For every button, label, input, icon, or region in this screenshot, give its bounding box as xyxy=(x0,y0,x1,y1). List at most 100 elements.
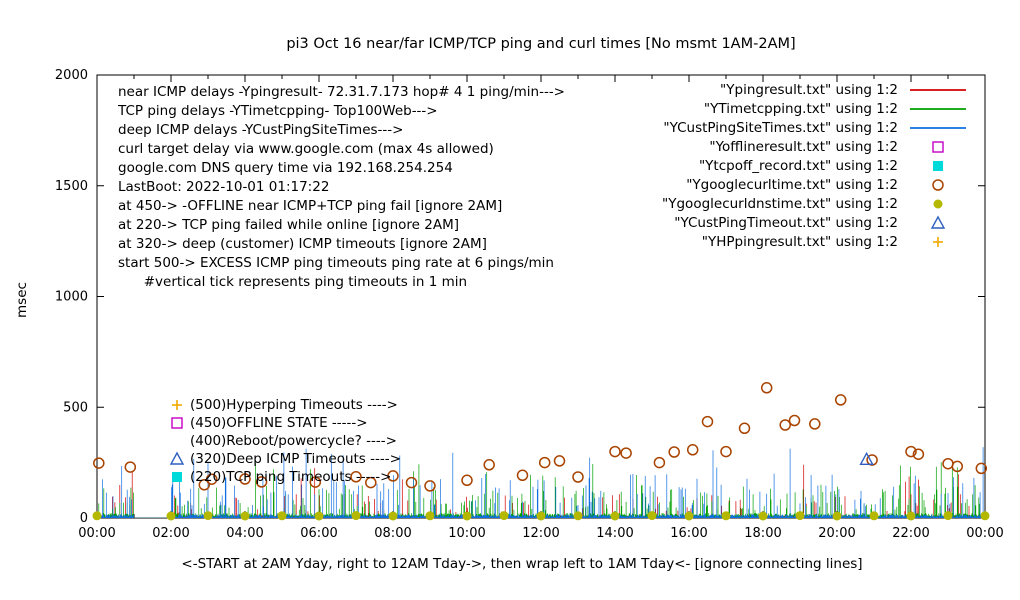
dns-time-point xyxy=(795,511,805,521)
level-annotation-label: (500)Hyperping Timeouts ----> xyxy=(190,397,398,413)
no-marker xyxy=(168,433,186,449)
curl-time-point xyxy=(951,460,964,473)
dns-time-point xyxy=(277,511,287,521)
curl-time-point xyxy=(255,476,268,488)
dns-time-point xyxy=(758,511,768,521)
legend-marker xyxy=(910,88,966,91)
dns-time-point xyxy=(92,511,102,521)
legend-marker xyxy=(910,126,966,129)
curl-time-point xyxy=(405,476,418,489)
dns-time-point xyxy=(647,511,657,521)
dns-time-point xyxy=(610,511,620,521)
legend-marker xyxy=(932,140,944,153)
curl-time-point xyxy=(809,418,821,430)
legend-marker xyxy=(933,236,943,247)
level-annotation: (500)Hyperping Timeouts ----> xyxy=(168,396,401,414)
info-line: #vertical tick represents ping timeouts … xyxy=(118,274,468,290)
curl-time-point xyxy=(538,456,551,469)
curl-time-point xyxy=(93,457,105,469)
dns-time-point xyxy=(240,511,250,521)
dns-time-point xyxy=(314,511,324,521)
open-circle-marker xyxy=(932,178,944,191)
curl-time-point xyxy=(553,455,566,467)
curl-time-point xyxy=(424,480,436,492)
curl-time-point xyxy=(309,476,322,488)
dns-time-point xyxy=(536,511,546,521)
ping-timeout-point xyxy=(859,451,874,466)
dns-time-point xyxy=(980,511,990,521)
dns-time-point xyxy=(943,511,953,521)
info-line: curl target delay via www.google.com (ma… xyxy=(118,141,494,157)
x-tick-label: 08:00 xyxy=(374,526,411,541)
legend-label: "YCustPingTimeout.txt" using 1:2 xyxy=(674,214,898,231)
info-line: deep ICMP delays -YCustPingSiteTimes---> xyxy=(118,122,404,138)
curl-time-point xyxy=(516,469,529,482)
legend-item: "YCustPingSiteTimes.txt" using 1:2 xyxy=(662,118,970,137)
curl-time-point xyxy=(620,447,632,459)
legend-label: "YHPpingresult.txt" using 1:2 xyxy=(701,233,898,250)
curl-time-point xyxy=(572,471,584,483)
curl-time-point xyxy=(788,414,801,427)
x-tick-label: 16:00 xyxy=(670,526,707,541)
curl-time-point xyxy=(668,446,680,458)
info-line: google.com DNS query time via 192.168.25… xyxy=(118,160,453,176)
legend-item: "Ygooglecurltime.txt" using 1:2 xyxy=(662,175,970,194)
level-annotation-label: (220)TCP ping Timeouts -----> xyxy=(190,469,392,485)
x-tick-label: 02:00 xyxy=(152,526,189,541)
legend-item: "YTimetcpping.txt" using 1:2 xyxy=(662,99,970,118)
legend-item: "YHPpingresult.txt" using 1:2 xyxy=(662,232,970,251)
dns-time-point xyxy=(203,511,213,521)
curl-time-point xyxy=(975,462,988,475)
x-tick-label: 22:00 xyxy=(892,526,929,541)
curl-time-point xyxy=(350,471,362,483)
y-tick-label: 1000 xyxy=(55,290,88,305)
legend-item: "Ypingresult.txt" using 1:2 xyxy=(662,80,970,99)
x-tick-label: 00:00 xyxy=(966,526,1003,541)
filled-square-marker xyxy=(172,472,182,482)
info-line: LastBoot: 2022-10-01 01:17:22 xyxy=(118,179,330,195)
filled-square-marker xyxy=(933,160,943,171)
open-triangle-marker xyxy=(930,215,946,229)
dns-time-point xyxy=(351,511,361,521)
dns-time-point xyxy=(425,511,435,521)
open-triangle-marker xyxy=(169,451,185,465)
info-line: TCP ping delays -YTimetcpping- Top100Web… xyxy=(118,103,438,119)
dns-time-point xyxy=(832,511,842,521)
level-annotation: (320)Deep ICMP Timeouts ----> xyxy=(168,450,401,468)
legend-marker xyxy=(932,178,944,191)
curl-time-point xyxy=(701,415,714,428)
legend-label: "YCustPingSiteTimes.txt" using 1:2 xyxy=(663,119,898,136)
y-tick-label: 1500 xyxy=(55,179,88,194)
plus-marker xyxy=(172,400,182,410)
legend-label: "Ygooglecurldnstime.txt" using 1:2 xyxy=(662,195,898,212)
dns-time-point xyxy=(499,511,509,521)
curl-time-point xyxy=(834,394,847,406)
curl-time-point xyxy=(760,382,773,394)
info-annotations: near ICMP delays -Ypingresult- 72.31.7.1… xyxy=(118,83,565,292)
filled-square-marker xyxy=(172,472,182,482)
open-square-marker xyxy=(171,417,183,429)
level-annotation-label: (320)Deep ICMP Timeouts ----> xyxy=(190,451,401,467)
level-annotation: (220)TCP ping Timeouts -----> xyxy=(168,468,401,486)
legend-marker xyxy=(933,199,943,208)
dns-time-point xyxy=(462,511,472,521)
level-annotation: (400)Reboot/powercycle? ----> xyxy=(168,432,401,450)
legend-label: "Ygooglecurltime.txt" using 1:2 xyxy=(686,176,898,193)
curl-time-point xyxy=(387,470,399,482)
x-tick-label: 12:00 xyxy=(522,526,559,541)
y-axis-label: msec xyxy=(14,282,30,318)
curl-time-point xyxy=(942,457,954,470)
x-tick-label: 06:00 xyxy=(300,526,337,541)
open-square-marker xyxy=(171,417,183,429)
info-line: at 450-> -OFFLINE near ICMP+TCP ping fai… xyxy=(118,198,503,214)
curl-time-point xyxy=(461,474,473,487)
chart-title: pi3 Oct 16 near/far ICMP/TCP ping and cu… xyxy=(286,36,796,52)
curl-time-point xyxy=(124,461,137,473)
legend-marker xyxy=(930,215,946,229)
dns-time-point xyxy=(906,511,916,521)
x-tick-label: 18:00 xyxy=(744,526,781,541)
y-tick-label: 0 xyxy=(80,511,88,526)
legend-item: "Ytcpoff_record.txt" using 1:2 xyxy=(662,156,970,175)
